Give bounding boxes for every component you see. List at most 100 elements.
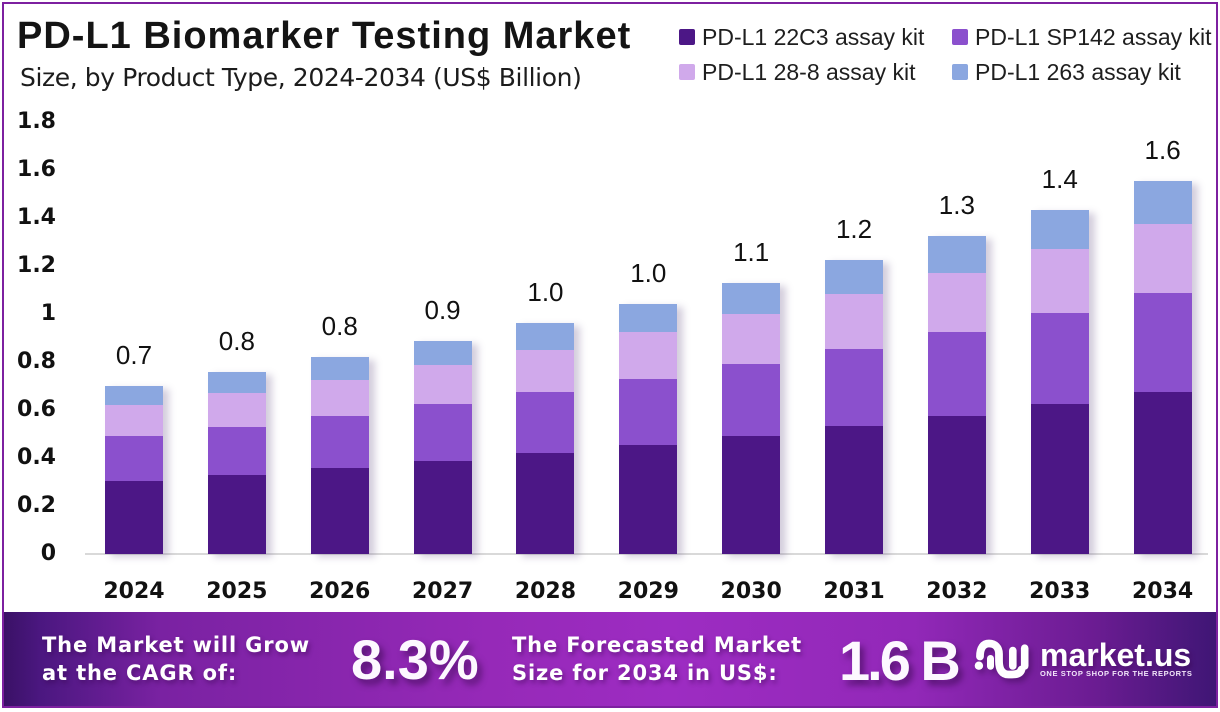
- y-axis-tick-label: 0.2: [17, 493, 56, 518]
- bar-segment: [310, 379, 369, 416]
- bar-segment: [413, 461, 472, 554]
- bar-segment: [207, 426, 266, 475]
- page-subtitle: Size, by Product Type, 2024-2034 (US$ Bi…: [20, 63, 582, 92]
- x-axis-tick-label: 2030: [720, 578, 782, 604]
- y-axis-tick-label: 1.6: [17, 157, 56, 182]
- y-axis-tick-label: 1.2: [17, 253, 56, 278]
- legend-item: PD-L1 22C3 assay kit: [679, 24, 924, 51]
- logo-strokes: [974, 639, 1029, 679]
- stacked-bar-2026: [310, 356, 369, 554]
- bar-value-label: 0.7: [115, 339, 153, 370]
- bar-segment: [825, 260, 884, 295]
- bar-segment: [825, 348, 884, 427]
- bar-segment: [619, 303, 678, 333]
- legend-label: PD-L1 263 assay kit: [975, 58, 1181, 85]
- bar-segment: [413, 340, 472, 366]
- bar-segment: [927, 236, 986, 273]
- y-axis-tick-label: 1.8: [17, 109, 56, 134]
- forecast-label-line2: Size for 2034 in US$:: [512, 661, 778, 685]
- y-axis-tick-label: 1: [40, 301, 56, 326]
- bar-segment: [105, 436, 163, 481]
- x-axis-tick-label: 2029: [617, 578, 679, 604]
- bar-segment: [1030, 249, 1089, 314]
- legend-swatch: [679, 29, 695, 45]
- forecast-label: The Forecasted Market Size for 2034 in U…: [512, 631, 802, 687]
- legend-item: PD-L1 28-8 assay kit: [679, 59, 915, 86]
- bar-segment: [105, 404, 163, 437]
- brand-name: market.us: [1040, 637, 1192, 673]
- bar-segment: [310, 356, 369, 380]
- stacked-bar-2032: [927, 236, 986, 554]
- x-axis-tick-label: 2026: [309, 578, 371, 604]
- page-title: PD-L1 Biomarker Testing Market: [17, 15, 632, 57]
- x-axis-tick-label: 2025: [206, 578, 268, 604]
- bar-value-label: 1.0: [630, 257, 667, 288]
- bar-segment: [516, 349, 575, 393]
- bar-segment: [310, 468, 369, 554]
- bar-segment: [927, 272, 986, 332]
- legend-swatch: [952, 64, 968, 80]
- stacked-bar-2033: [1030, 209, 1089, 554]
- y-axis-tick-label: 0.6: [17, 397, 56, 422]
- bar-segment: [927, 415, 986, 554]
- legend-label: PD-L1 SP142 assay kit: [975, 23, 1212, 50]
- x-axis-tick-label: 2033: [1029, 578, 1091, 604]
- bar-segment: [516, 322, 575, 350]
- bar-segment: [1133, 181, 1192, 224]
- forecast-value: 1.6 B: [839, 629, 961, 692]
- bar-value-label: 1.4: [1041, 163, 1078, 194]
- y-axis-tick-label: 0.8: [17, 349, 56, 374]
- stacked-bar-2024: [105, 385, 163, 554]
- stacked-bar-2030: [722, 283, 781, 554]
- bar-segment: [1133, 292, 1192, 392]
- bar-segment: [722, 364, 781, 437]
- bar-value-label: 0.9: [424, 294, 461, 325]
- x-axis-tick-label: 2034: [1131, 578, 1194, 604]
- y-axis-tick-label: 0.4: [17, 445, 56, 470]
- bar-segment: [105, 480, 163, 554]
- marketus-logo-icon: [974, 639, 1029, 679]
- stacked-bar-2034: [1133, 181, 1192, 554]
- stacked-bar-2027: [413, 340, 472, 554]
- brand-tagline: ONE STOP SHOP FOR THE REPORTS: [1040, 669, 1193, 678]
- bar-value-label: 1.3: [938, 190, 975, 221]
- legend-item: PD-L1 SP142 assay kit: [952, 24, 1212, 51]
- bar-segment: [722, 436, 781, 554]
- footer-banner: The Market will Grow at the CAGR of: 8.3…: [4, 612, 1216, 706]
- stacked-bar-2031: [825, 260, 884, 554]
- bar-segment: [413, 404, 472, 462]
- legend-label: PD-L1 28-8 assay kit: [702, 58, 916, 85]
- bar-segment: [413, 365, 472, 405]
- bar-segment: [310, 415, 369, 469]
- cagr-label: The Market will Grow at the CAGR of:: [42, 631, 310, 687]
- legend-item: PD-L1 263 assay kit: [952, 59, 1181, 86]
- bar-segment: [722, 283, 781, 315]
- bar-segment: [1030, 404, 1089, 554]
- x-axis-tick-label: 2031: [823, 578, 885, 604]
- bar-segment: [516, 453, 575, 554]
- bar-value-label: 1.2: [835, 214, 873, 245]
- bar-segment: [207, 474, 266, 554]
- bar-value-label: 1.1: [733, 237, 770, 268]
- bar-segment: [927, 331, 986, 416]
- x-axis-tick-label: 2027: [411, 578, 474, 604]
- bar-segment: [207, 372, 266, 393]
- bar-segment: [207, 392, 266, 427]
- stacked-bar-2028: [516, 322, 575, 554]
- x-axis-tick-label: 2032: [926, 578, 988, 604]
- cagr-label-line2: at the CAGR of:: [42, 661, 238, 685]
- bar-segment: [825, 426, 884, 554]
- forecast-label-line1: The Forecasted Market: [512, 633, 803, 657]
- x-axis-baseline: [85, 553, 1208, 555]
- y-axis-tick-label: 1.4: [17, 205, 56, 230]
- bar-value-label: 1.0: [527, 276, 564, 307]
- bar-value-label: 1.6: [1144, 135, 1181, 166]
- legend-swatch: [679, 64, 695, 80]
- bar-value-label: 0.8: [218, 326, 255, 357]
- cagr-label-line1: The Market will Grow: [42, 633, 310, 657]
- logo-wave: [976, 639, 1026, 679]
- bar-value-label: 0.8: [321, 310, 358, 341]
- bar-segment: [1030, 313, 1089, 405]
